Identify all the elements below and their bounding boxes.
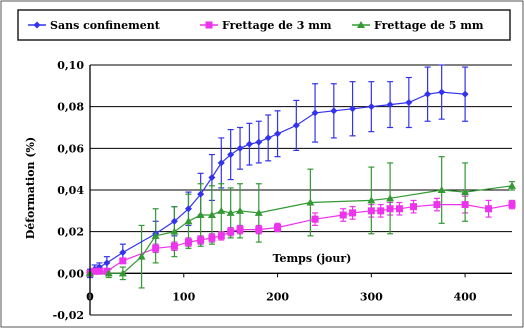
frettage-de-3-mm-point [349,209,357,217]
frettage-de-5-mm-point [207,211,216,218]
sans-confinement-point [103,259,111,267]
sans-confinement-point [197,190,205,198]
sans-confinement-point [292,121,300,129]
legend-marker [205,21,213,29]
frettage-de-3-mm-point [197,236,205,244]
frettage-de-5-mm-point [461,188,470,196]
frettage-de-3-mm-point [433,201,441,209]
sans-confinement-point [438,88,446,96]
y-axis-label: Déformation (%) [24,137,37,239]
sans-confinement-point [217,159,225,167]
frettage-de-3-mm-point [386,205,394,213]
sans-confinement-point [208,174,216,181]
sans-confinement-point [311,109,319,117]
frettage-de-3-mm-point [152,244,160,252]
y-tick-label: 0,08 [57,101,84,114]
frettage-de-3-mm-point [410,203,418,211]
y-tick-label: -0,02 [53,309,84,322]
legend-label: Sans confinement [50,19,161,32]
frettage-de-3-mm-point [508,201,516,209]
legend-item-frettage-de-3-mm: Frettage de 3 mm [200,19,332,32]
legend-item-frettage-de-5-mm: Frettage de 5 mm [352,19,484,32]
frettage-de-5-mm-point [386,194,395,202]
sans-confinement-point [461,90,469,98]
y-tick-label: 0,10 [57,59,84,72]
legend-label: Frettage de 5 mm [374,19,484,32]
frettage-de-5-mm-point [170,227,179,235]
y-tick-label: 0,06 [57,142,84,155]
frettage-de-3-mm-point [208,234,216,242]
sans-confinement-point [349,105,357,113]
x-tick-label: 400 [454,290,477,303]
x-tick-label: 0 [86,290,94,303]
legend-marker [33,21,41,29]
frettage-de-5-mm-point [236,206,245,214]
sans-confinement-point [367,103,375,111]
frettage-de-3-mm-point [95,267,103,275]
frettage-de-5-mm-point [184,217,193,225]
frettage-de-3-mm-point [461,201,469,209]
frettage-de-3-mm-point [255,226,263,234]
frettage-de-5-mm-point [306,198,315,206]
frettage-de-3-mm-point [103,267,111,275]
sans-confinement-point [184,205,192,213]
sans-confinement-point [170,217,178,225]
sans-confinement-point [386,101,394,109]
x-tick-label: 100 [172,290,195,303]
sans-confinement-point [236,144,244,152]
sans-confinement-point [424,90,432,98]
y-tick-label: 0,02 [57,226,84,239]
y-tick-label: 0,04 [57,184,84,197]
frettage-de-3-mm-point [119,257,127,265]
frettage-de-3-mm-point [377,207,385,215]
sans-confinement-point [330,107,338,115]
x-axis-label: Temps (jour) [273,252,352,265]
frettage-de-3-mm-point [217,232,225,240]
frettage-de-5-mm-point [137,252,146,260]
legend-box [17,9,511,41]
frettage-de-3-mm-point [274,224,282,231]
sans-confinement-point [227,151,235,159]
frettage-de-5-mm-point [104,269,113,277]
sans-confinement-point [119,249,127,256]
legend-label: Frettage de 3 mm [222,19,332,32]
frettage-de-5-mm-point [254,208,263,216]
frettage-de-5-mm-point [437,186,446,193]
frettage-de-3-mm-point [227,228,235,236]
legend-marker [357,21,365,28]
x-tick-label: 300 [360,290,383,303]
sans-confinement-point [264,134,272,142]
sans-confinement-point [405,99,413,106]
series-markers [86,88,516,277]
sans-confinement-point [274,130,282,138]
frettage-de-3-mm-point [236,226,244,234]
frettage-de-3-mm-point [367,207,375,215]
frettage-de-5-mm-point [196,211,205,218]
legend-item-sans-confinement: Sans confinement [28,19,161,32]
frettage-de-5-mm-point [508,181,516,189]
frettage-de-3-mm-point [184,238,192,246]
legend: Sans confinement Frettage de 3 mm Frettage… [17,9,511,41]
sans-confinement-point [255,138,263,146]
frettage-de-3-mm-point [91,267,99,275]
frettage-de-5-mm-point [217,206,226,214]
frettage-de-3-mm-point [170,242,178,250]
frettage-de-5-mm-point [118,269,127,277]
frettage-de-3-mm-point [395,205,403,213]
axes: -0,02 0,00 0,02 0,04 0,06 0,08 0,10 0 100 200 300 4… [53,59,477,322]
frettage-de-3-mm-point [485,205,493,213]
y-tick-label: 0,00 [57,267,84,280]
frettage-de-5-mm-point [151,231,160,239]
x-tick-label: 200 [266,290,289,303]
frettage-de-5-mm-point [367,196,376,204]
sans-confinement-point [245,140,253,148]
frettage-de-3-mm-point [311,215,319,223]
frettage-de-3-mm-point [339,211,347,219]
frettage-de-5-mm-point [226,208,235,216]
